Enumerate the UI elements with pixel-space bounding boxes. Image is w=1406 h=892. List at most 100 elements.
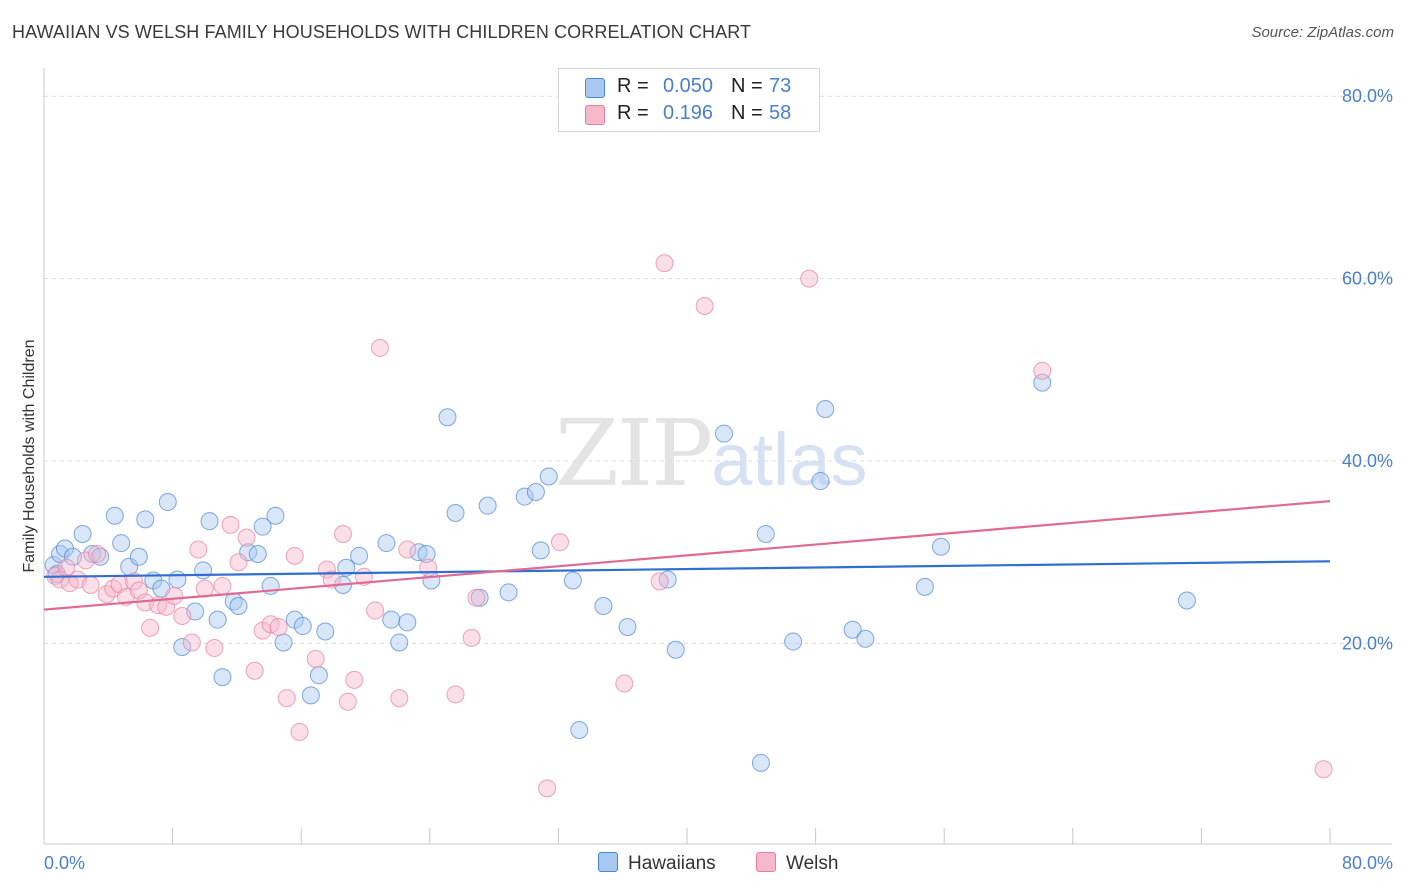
welsh-point (800, 269, 819, 288)
welsh-point (182, 633, 201, 652)
legend-swatch-welsh (756, 852, 776, 872)
hawaiians-point (253, 517, 272, 536)
welsh-point (277, 689, 296, 708)
hawaiians-point (91, 547, 110, 566)
hawaiians-point (382, 610, 401, 629)
welsh-point (81, 576, 100, 595)
welsh-points (46, 254, 1333, 798)
watermark-zip: ZIP (555, 400, 713, 507)
welsh-point (446, 685, 465, 704)
hawaiians-point (515, 487, 534, 506)
hawaiians-point (194, 561, 213, 580)
hawaiians-point (158, 493, 177, 512)
legend-r-label: R = (617, 75, 649, 97)
welsh-point (366, 601, 385, 620)
hawaiians-point (136, 510, 155, 529)
hawaiians-point (200, 512, 219, 531)
welsh-point (269, 617, 288, 636)
welsh-point (1314, 760, 1333, 779)
legend-n-label: N = (731, 102, 763, 124)
hawaiians-point (248, 545, 267, 564)
hawaiians-point (915, 577, 934, 596)
hawaiians-trend-line (43, 560, 1331, 578)
welsh-point (398, 540, 417, 559)
hawaiians-point (756, 524, 775, 543)
hawaiians-point (784, 632, 803, 651)
hawaiians-point (337, 558, 356, 577)
hawaiians-point (666, 640, 685, 659)
legend-r-value: 0.050 (662, 75, 713, 97)
hawaiians-point (301, 686, 320, 705)
legend-swatch-hawaiians (585, 78, 605, 98)
hawaiians-point (856, 629, 875, 648)
legend-label-welsh: Welsh (786, 853, 839, 874)
watermark-atlas: atlas (711, 418, 868, 501)
hawaiians-point (350, 546, 369, 565)
hawaiians-point (816, 400, 835, 419)
legend-r-value: 0.196 (662, 102, 713, 124)
hawaiians-point (499, 583, 518, 602)
source-label: Source: ZipAtlas.com (1251, 24, 1394, 41)
welsh-point (205, 638, 224, 657)
bottom-legend-welsh[interactable]: Welsh (756, 852, 838, 875)
hawaiians-point (1177, 591, 1196, 610)
hawaiians-point (213, 668, 232, 687)
welsh-point (221, 515, 240, 534)
legend-r-label: R = (617, 102, 649, 124)
hawaiians-point (478, 496, 497, 515)
hawaiians-point (309, 666, 328, 685)
y-tick-label: 60.0% (1342, 269, 1393, 289)
hawaiians-point (618, 617, 637, 636)
welsh-point (51, 570, 70, 589)
x-tick-label: 0.0% (44, 853, 85, 873)
welsh-point (655, 254, 674, 273)
welsh-point (538, 779, 557, 798)
hawaiians-point (208, 610, 227, 629)
hawaiians-point (751, 753, 770, 772)
legend-swatch-hawaiians (598, 852, 618, 872)
hawaiians-point (105, 506, 124, 525)
hawaiians-point (274, 633, 293, 652)
welsh-point (322, 570, 341, 589)
x-tick-label: 80.0% (1342, 853, 1393, 873)
welsh-point (370, 338, 389, 357)
hawaiians-point (229, 596, 248, 615)
welsh-point (419, 558, 438, 577)
hawaiians-point (112, 534, 131, 553)
welsh-point (338, 692, 357, 711)
bottom-legend-hawaiians[interactable]: Hawaiians (598, 852, 716, 875)
stats-legend: R = 0.050 N = 73 R = 0.196 N = 58 (558, 68, 820, 132)
welsh-point (76, 551, 95, 570)
hawaiians-point (129, 547, 148, 566)
legend-row-hawaiians: R = 0.050 N = 73 (559, 73, 819, 101)
welsh-point (245, 661, 264, 680)
hawaiians-point (594, 596, 613, 615)
welsh-point (104, 579, 123, 598)
welsh-point (129, 581, 148, 600)
hawaiians-point (446, 503, 465, 522)
hawaiians-point (73, 524, 92, 543)
legend-n-value: 58 (769, 102, 792, 124)
welsh-point (173, 607, 192, 626)
hawaiians-point (563, 571, 582, 590)
legend-label-hawaiians: Hawaiians (628, 853, 716, 874)
hawaiians-points (44, 373, 1196, 772)
hawaiians-point (811, 472, 830, 491)
welsh-point (213, 576, 232, 595)
hawaiians-point (390, 633, 409, 652)
welsh-point (285, 546, 304, 565)
hawaiians-point (570, 721, 589, 740)
y-tick-label: 20.0% (1342, 633, 1393, 653)
hawaiians-point (526, 483, 545, 502)
hawaiians-point (266, 506, 285, 525)
welsh-point (695, 296, 714, 315)
welsh-point (345, 670, 364, 689)
welsh-point (165, 586, 184, 605)
welsh-point (333, 524, 352, 543)
hawaiians-point (316, 622, 335, 641)
hawaiians-point (173, 638, 192, 657)
legend-swatch-welsh (585, 105, 605, 125)
welsh-point (1033, 361, 1052, 380)
welsh-point (189, 540, 208, 559)
welsh-point (306, 649, 325, 668)
